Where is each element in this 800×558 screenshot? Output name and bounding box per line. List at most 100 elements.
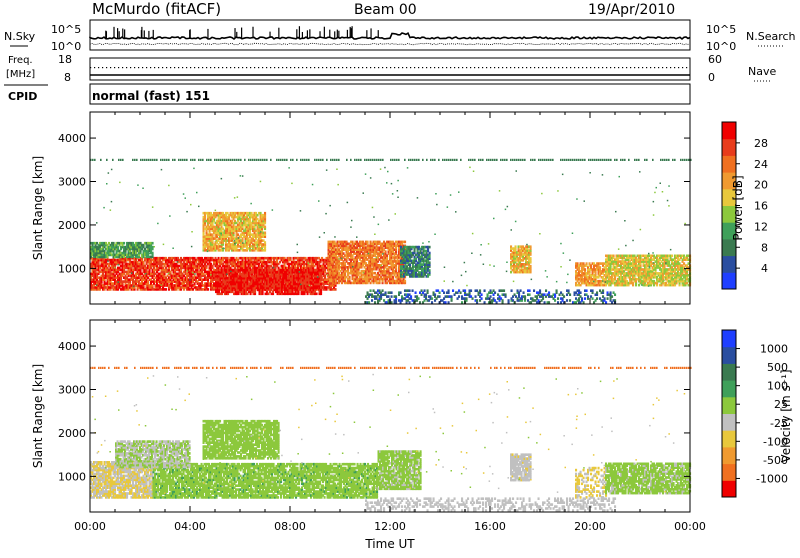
nave-dot — [162, 67, 163, 68]
nave-dot — [130, 67, 131, 68]
freq-label: Freq. — [8, 55, 33, 66]
beam-title: Beam 00 — [354, 2, 417, 18]
nave-dot — [310, 67, 311, 68]
nave-dot — [350, 67, 351, 68]
nave-dot — [562, 67, 563, 68]
nave-dot — [390, 67, 391, 68]
nave-dot — [386, 67, 387, 68]
nave-dot — [398, 67, 399, 68]
nave-dot — [658, 67, 659, 68]
nave-dot — [230, 67, 231, 68]
echo-cell — [152, 246, 154, 249]
echo-cell — [264, 226, 266, 229]
nave-tick-low: 0 — [708, 71, 715, 84]
nave-dot — [566, 67, 567, 68]
nave-dot — [170, 67, 171, 68]
nave-dot — [358, 67, 359, 68]
nave-dot — [98, 67, 99, 68]
echo-cell — [207, 288, 209, 291]
nave-dot — [210, 67, 211, 68]
nave-dot — [258, 67, 259, 68]
nave-dot — [330, 67, 331, 68]
noise-right-label: N.Search — [746, 30, 796, 43]
nave-dot — [206, 67, 207, 68]
nave-dot — [110, 67, 111, 68]
noise-left-tick-high: 10^5 — [51, 23, 81, 36]
nave-dot — [190, 67, 191, 68]
nave-dot — [322, 67, 323, 68]
nave-dot — [302, 67, 303, 68]
freq-panel-frame — [90, 58, 690, 80]
echo-cell — [316, 293, 318, 296]
nave-dot — [286, 67, 287, 68]
nave-dot — [586, 67, 587, 68]
nave-dot — [178, 67, 179, 68]
nave-dot — [482, 67, 483, 68]
noise-right-tick-low: 10^0 — [706, 40, 736, 53]
nave-dot — [490, 67, 491, 68]
date-title: 19/Apr/2010 — [588, 2, 675, 18]
nave-dot — [534, 67, 535, 68]
nave-dot — [606, 67, 607, 68]
nave-dot — [334, 67, 335, 68]
nave-dot — [486, 67, 487, 68]
nave-dot — [406, 67, 407, 68]
nave-dot — [550, 67, 551, 68]
nave-dot — [614, 67, 615, 68]
nave-dot — [118, 67, 119, 68]
nave-dot — [594, 67, 595, 68]
nave-dot — [378, 67, 379, 68]
nave-dot — [574, 67, 575, 68]
nave-dot — [470, 67, 471, 68]
nave-dot — [154, 67, 155, 68]
nave-dot — [654, 67, 655, 68]
echo-cell — [123, 242, 125, 245]
nave-dot — [90, 67, 91, 68]
nave-dot — [122, 67, 123, 68]
noise-trace — [90, 26, 690, 45]
nave-dot — [598, 67, 599, 68]
nave-dot — [234, 67, 235, 68]
echo-cell — [290, 257, 292, 260]
nave-dot — [114, 67, 115, 68]
nave-dot — [346, 67, 347, 68]
nave-dot — [538, 67, 539, 68]
nave-dot — [666, 67, 667, 68]
nave-dot — [494, 67, 495, 68]
nave-dot — [174, 67, 175, 68]
nave-dot — [290, 67, 291, 68]
nave-dot — [226, 67, 227, 68]
nave-dot — [374, 67, 375, 68]
freq-trace — [90, 67, 690, 75]
nave-dot — [134, 67, 135, 68]
nave-tick-high: 60 — [708, 53, 722, 66]
nave-dot — [410, 67, 411, 68]
noise-left-label: N.Sky — [4, 30, 36, 43]
noise-panel-frame — [90, 20, 690, 50]
nave-dot — [674, 67, 675, 68]
echo-cell — [165, 288, 167, 291]
nave-dot — [558, 67, 559, 68]
nave-dot — [686, 67, 687, 68]
nave-dot — [646, 67, 647, 68]
echo-cell — [264, 241, 266, 244]
echo-cell — [152, 252, 154, 255]
nave-dot — [250, 67, 251, 68]
nave-dot — [506, 67, 507, 68]
nave-dot — [678, 67, 679, 68]
nave-dot — [106, 67, 107, 68]
nave-dot — [222, 67, 223, 68]
station-title: McMurdo (fitACF) — [92, 0, 221, 18]
nave-dot — [578, 67, 579, 68]
noise-search-line — [90, 43, 690, 44]
nave-dot — [166, 67, 167, 68]
nave-dot — [306, 67, 307, 68]
nave-dot — [394, 67, 395, 68]
nave-dot — [502, 67, 503, 68]
nave-dot — [454, 67, 455, 68]
nave-dot — [274, 67, 275, 68]
echo-cell — [264, 232, 266, 235]
nave-dot — [650, 67, 651, 68]
nave-dot — [186, 67, 187, 68]
